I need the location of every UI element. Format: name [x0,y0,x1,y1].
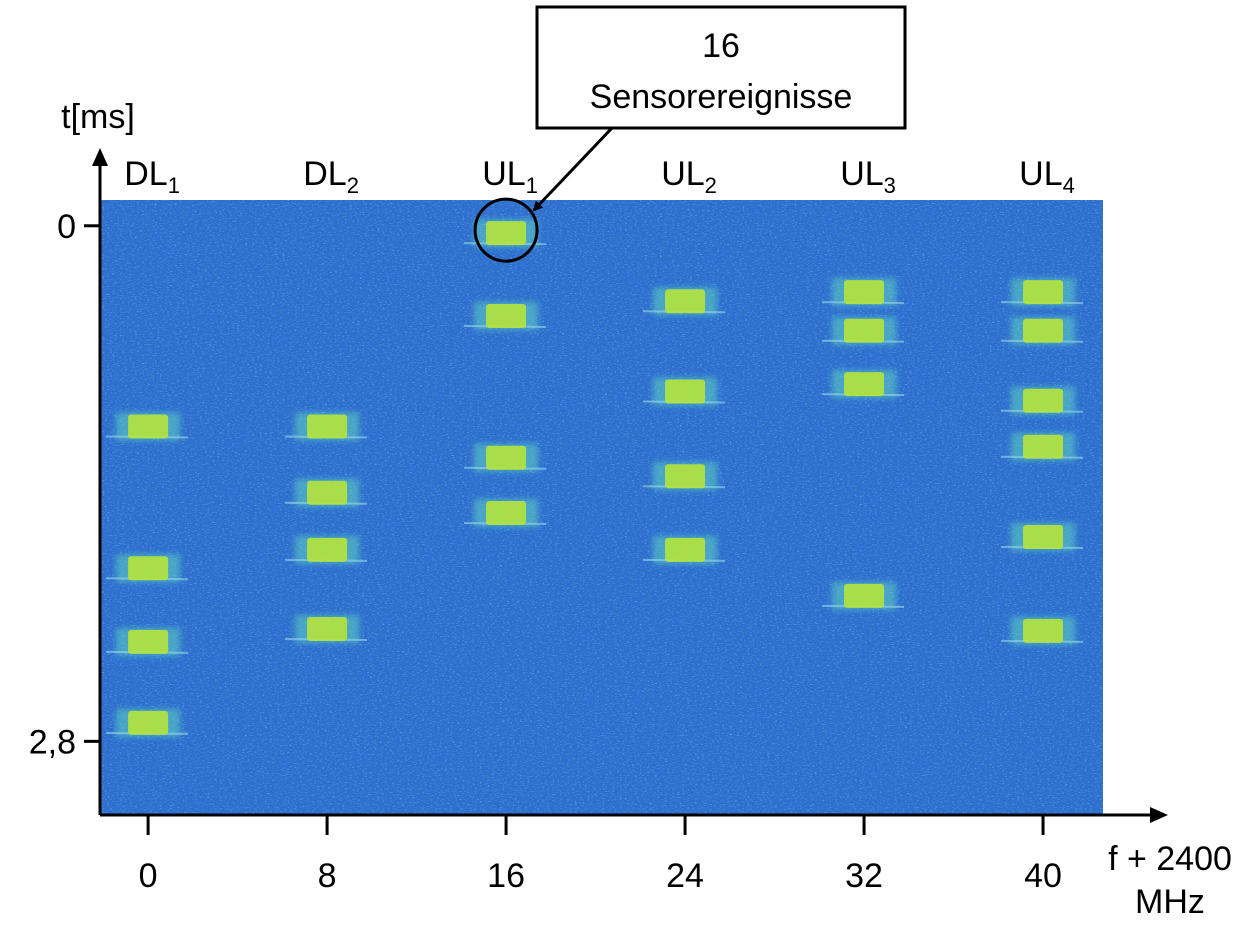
event [307,537,348,562]
event [1023,434,1064,459]
event [486,304,527,329]
channel-index: 1 [168,173,180,198]
event [665,289,706,314]
event [665,537,706,562]
event [665,464,706,489]
y-axis-arrow [92,148,108,166]
x-tick-label: 0 [139,857,158,895]
y-tick-label: 2,8 [29,723,76,761]
x-tick-label: 16 [487,857,525,895]
channel-name: DL [303,155,346,193]
channel-name: UL [1019,155,1062,193]
event [128,414,169,439]
annotation-text: Sensorereignisse [590,78,853,116]
channel-name: DL [124,155,167,193]
event [1023,388,1064,413]
channel-name: UL [661,155,704,193]
event [307,480,348,505]
event [844,372,885,397]
channel-label: UL4 [1019,155,1075,198]
x-axis-unit: MHz [1135,883,1205,921]
channel-name: UL [482,155,525,193]
event [486,221,527,246]
annotation-arrow [532,126,614,212]
event [844,318,885,343]
overlay: t[ms] f + 2400 MHz 16 Sensorereignisse 0… [29,5,1232,921]
annotation-box [535,5,907,130]
event [1023,618,1064,643]
event [128,556,169,581]
x-tick-label: 32 [845,857,883,895]
event [486,445,527,470]
annotation-circle [473,197,539,263]
event [1023,280,1064,305]
event [844,583,885,608]
event [1023,524,1064,549]
event [307,414,348,439]
channel-label: UL2 [661,155,717,198]
channel-index: 2 [347,173,359,198]
event [486,501,527,526]
channel-label: UL3 [840,155,896,198]
event [307,617,348,642]
x-tick-label: 24 [666,857,704,895]
event [128,629,169,654]
x-axis-arrow [1150,807,1168,823]
channel-index: 4 [1063,173,1075,198]
channel-label: UL1 [482,155,538,198]
x-tick-label: 8 [318,857,337,895]
x-tick-label: 40 [1024,857,1062,895]
noise-dark [100,200,1103,815]
annotation-text: 16 [702,27,740,65]
event [665,379,706,404]
channel-name: UL [840,155,883,193]
channel-label: DL2 [303,155,359,198]
event [128,710,169,735]
channel-label: DL1 [124,155,180,198]
x-axis-label: f + 2400 [1108,840,1232,878]
plot-area [100,200,1103,815]
channel-index: 3 [884,173,896,198]
y-tick-label: 0 [57,208,76,246]
y-axis-label: t[ms] [61,98,135,136]
channel-index: 1 [526,173,538,198]
channel-index: 2 [705,173,717,198]
event [844,280,885,305]
event [1023,318,1064,343]
